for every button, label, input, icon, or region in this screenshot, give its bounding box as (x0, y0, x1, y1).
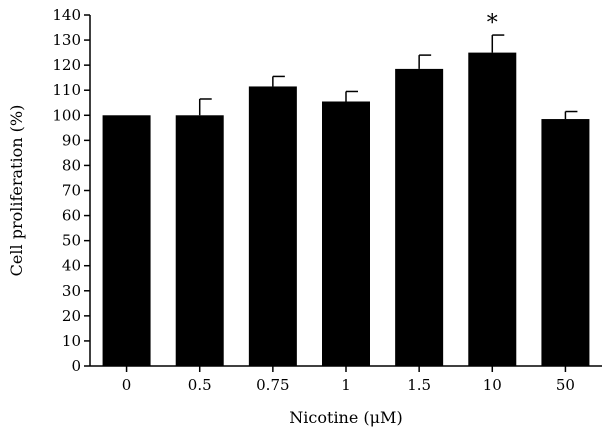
error-bar-1.5 (418, 54, 432, 69)
bar-0.5 (175, 115, 224, 367)
bar-0.75 (248, 86, 297, 366)
y-tick-label: 130 (52, 31, 81, 49)
x-tick-label: 1.5 (407, 376, 431, 394)
y-tick-label: 30 (62, 282, 81, 300)
y-axis-label: Cell proliferation (%) (7, 105, 26, 277)
y-tick-label: 20 (62, 307, 81, 325)
x-tick-label: 0 (122, 376, 132, 394)
y-tick-label: 140 (52, 6, 81, 24)
y-tick-label: 40 (62, 257, 81, 275)
x-axis-ticks: 0 0.5 0.75 1 1.5 10 50 (122, 366, 575, 394)
y-tick-label: 80 (62, 156, 81, 174)
error-bar-1 (345, 90, 358, 102)
error-bar-50 (564, 110, 578, 120)
significance-marker: * (487, 11, 498, 36)
y-tick-label: 10 (62, 332, 81, 350)
y-tick-label: 70 (62, 182, 81, 200)
y-tick-label: 60 (62, 207, 81, 225)
bar-10 (468, 52, 517, 366)
error-bars-layer (198, 34, 578, 120)
x-tick-label: 10 (483, 376, 502, 394)
y-tick-label: 100 (52, 106, 81, 124)
x-axis-label: Nicotine (μM) (289, 408, 402, 427)
annotations-layer: * (487, 11, 498, 36)
bars-layer (102, 52, 590, 367)
error-bar-0.5 (198, 98, 212, 116)
y-tick-label: 0 (71, 357, 81, 375)
bar-1.5 (395, 68, 444, 367)
error-bar-0.75 (272, 75, 285, 87)
y-tick-label: 120 (52, 56, 81, 74)
x-tick-label: 0.75 (256, 376, 289, 394)
error-bar-10 (491, 34, 505, 53)
bar-1 (322, 101, 370, 366)
y-tick-label: 50 (62, 232, 81, 250)
x-tick-label: 0.5 (188, 376, 212, 394)
x-tick-label: 50 (556, 376, 575, 394)
x-tick-label: 1 (341, 376, 351, 394)
bar-50 (541, 119, 590, 367)
bar-0 (102, 115, 151, 367)
y-tick-label: 110 (52, 81, 81, 99)
y-tick-label: 90 (62, 131, 81, 149)
y-axis-ticks: 0 10 20 30 40 50 60 70 80 90 100 110 120 130 140 (52, 6, 90, 375)
